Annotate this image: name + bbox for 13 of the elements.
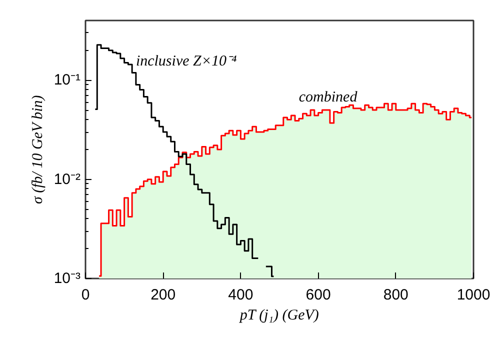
series-label: combined [298, 90, 358, 106]
x-tick-label: 0 [81, 286, 90, 304]
x-tick-label: 200 [150, 286, 176, 304]
y-tick-label: 10⁻³ [54, 270, 81, 287]
x-tick-label: 600 [306, 286, 331, 304]
y-tick-label: 10⁻¹ [54, 72, 81, 89]
y-tick-label: 10⁻² [54, 170, 81, 188]
y-axis-title: σ (fb/ 10 GeV bin) [30, 95, 46, 204]
x-tick-label: 1000 [456, 286, 490, 304]
series-label: inclusive Z×10⁻⁴ [136, 54, 237, 70]
x-tick-label: 400 [228, 286, 254, 304]
x-tick-label: 800 [383, 286, 408, 304]
x-axis-title: pT (j₁) (GeV) [238, 308, 319, 324]
